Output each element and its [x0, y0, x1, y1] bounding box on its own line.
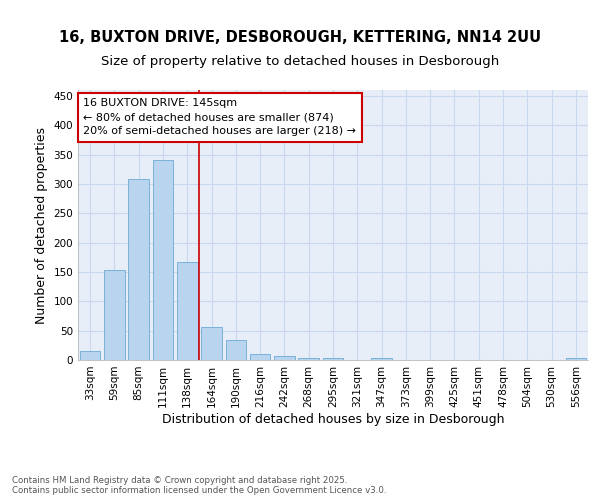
- Bar: [371, 358, 392, 360]
- Bar: [566, 358, 586, 360]
- Bar: [226, 340, 246, 360]
- Bar: [80, 350, 100, 360]
- Y-axis label: Number of detached properties: Number of detached properties: [35, 126, 48, 324]
- Bar: [177, 262, 197, 360]
- Text: Size of property relative to detached houses in Desborough: Size of property relative to detached ho…: [101, 55, 499, 68]
- Bar: [274, 356, 295, 360]
- Bar: [250, 354, 271, 360]
- Text: Contains HM Land Registry data © Crown copyright and database right 2025.
Contai: Contains HM Land Registry data © Crown c…: [12, 476, 386, 495]
- Bar: [152, 160, 173, 360]
- Bar: [201, 327, 222, 360]
- Bar: [298, 358, 319, 360]
- Bar: [323, 358, 343, 360]
- X-axis label: Distribution of detached houses by size in Desborough: Distribution of detached houses by size …: [162, 412, 504, 426]
- Text: 16 BUXTON DRIVE: 145sqm
← 80% of detached houses are smaller (874)
20% of semi-d: 16 BUXTON DRIVE: 145sqm ← 80% of detache…: [83, 98, 356, 136]
- Text: 16, BUXTON DRIVE, DESBOROUGH, KETTERING, NN14 2UU: 16, BUXTON DRIVE, DESBOROUGH, KETTERING,…: [59, 30, 541, 45]
- Bar: [104, 270, 125, 360]
- Bar: [128, 179, 149, 360]
